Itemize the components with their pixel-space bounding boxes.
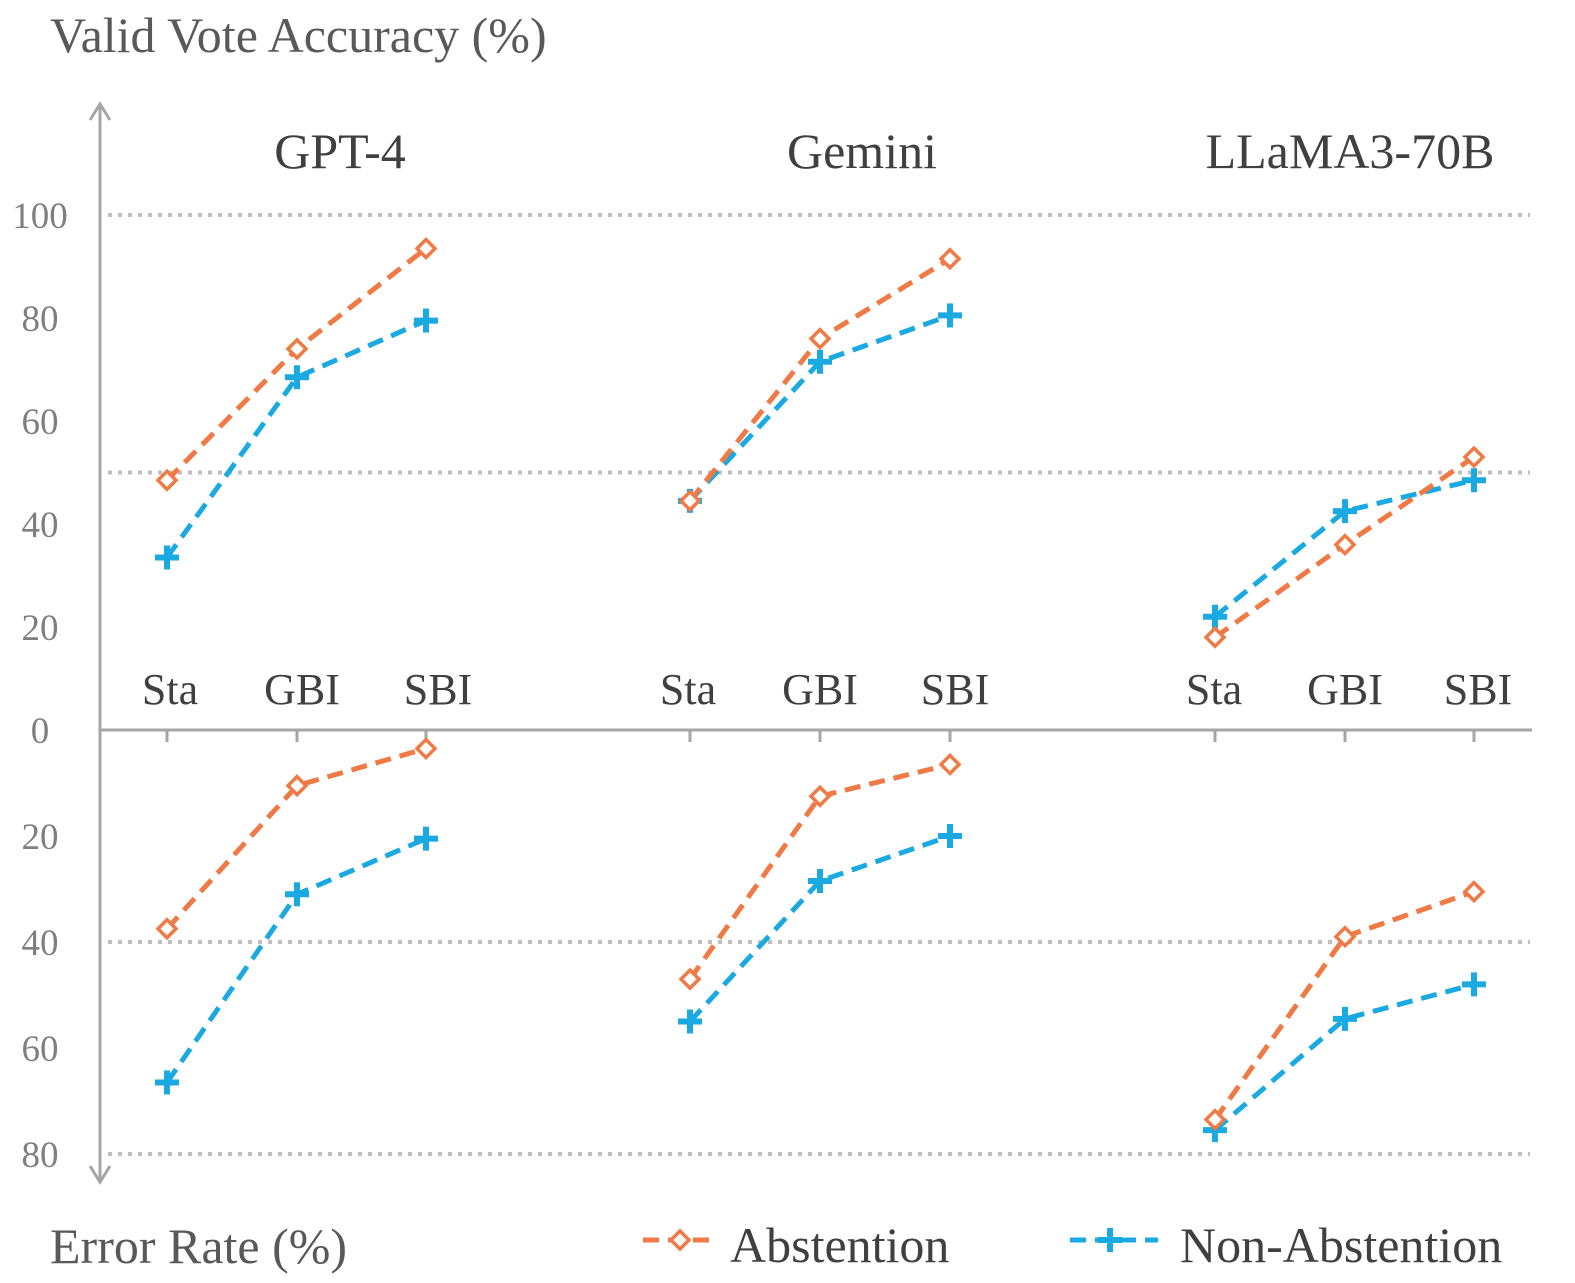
category-label: SBI xyxy=(921,665,989,714)
gemini-error-non-abstention-line xyxy=(688,833,951,1024)
gemini-accuracy-abstention-point xyxy=(808,327,832,351)
legend-marker-non-abstention xyxy=(1098,1228,1122,1252)
axes xyxy=(88,101,1532,1185)
gpt-4-error-non-abstention-point xyxy=(285,882,309,907)
gpt-4-accuracy-abstention-point xyxy=(155,468,179,492)
llama3-70b-error-non-abstention-point xyxy=(1462,972,1486,997)
y-tick-label-bottom: 40 xyxy=(22,923,59,964)
gemini-accuracy-non-abstention-point xyxy=(938,303,962,328)
gemini-error-non-abstention-point xyxy=(808,869,832,894)
y-tick-label-top: 100 xyxy=(12,196,68,237)
category-label: GBI xyxy=(264,665,340,714)
y-tick-label-top: 40 xyxy=(22,505,59,546)
series xyxy=(155,237,1486,1143)
llama3-70b-error-abstention-point xyxy=(1333,925,1357,949)
gemini-error-abstention-point xyxy=(678,967,702,991)
llama3-70b-accuracy-abstention-point xyxy=(1203,625,1227,649)
panel-title: LLaMA3-70B xyxy=(1206,123,1495,179)
llama3-70b-accuracy-non-abstention-point xyxy=(1333,499,1357,524)
y-tick-label-top: 20 xyxy=(22,608,59,649)
y-tick-label-bottom: 60 xyxy=(22,1029,59,1070)
titles: Valid Vote Accuracy (%) Error Rate (%) GPT… xyxy=(50,7,1512,1274)
tick-labels: 0 20 40 60 80 100 20 40 60 80 xyxy=(12,196,68,1176)
gemini-error-abstention-point xyxy=(938,752,962,776)
llama3-70b-accuracy-abstention-point xyxy=(1333,533,1357,557)
y-tick-label-top: 80 xyxy=(22,299,59,340)
gemini-error-non-abstention-point xyxy=(678,1009,702,1034)
y-axis-arrow-up xyxy=(88,101,112,121)
gemini-accuracy-non-abstention-point xyxy=(808,349,832,374)
gpt-4-accuracy-abstention-point xyxy=(285,337,309,361)
legend: Abstention Non-Abstention xyxy=(643,1217,1502,1273)
llama3-70b-error-abstention-point xyxy=(1462,880,1486,904)
gemini-error-abstention-line xyxy=(687,762,951,981)
gemini-error-abstention-point xyxy=(808,784,832,808)
gpt-4-accuracy-non-abstention-point xyxy=(414,308,438,333)
gpt-4-error-abstention-point xyxy=(285,774,309,798)
panel-title: GPT-4 xyxy=(274,123,406,179)
category-label: Sta xyxy=(142,665,198,714)
category-label: SBI xyxy=(404,665,472,714)
category-label: SBI xyxy=(1444,665,1512,714)
gpt-4-error-abstention-point xyxy=(155,917,179,941)
gemini-error-non-abstention-point xyxy=(938,824,962,848)
gridlines xyxy=(108,213,1530,1156)
category-label: Sta xyxy=(1186,665,1242,714)
gpt-4-error-non-abstention-line xyxy=(164,836,427,1084)
gpt-4-accuracy-non-abstention-point xyxy=(285,365,309,390)
gpt-4-accuracy-abstention-point xyxy=(414,237,438,260)
llama3-70b-error-abstention-line xyxy=(1212,889,1475,1121)
category-label: Sta xyxy=(660,665,716,714)
llama3-70b-error-non-abstention-line xyxy=(1213,981,1475,1133)
gemini-accuracy-abstention-point xyxy=(938,247,962,271)
llama3-70b-accuracy-non-abstention-line xyxy=(1213,477,1475,619)
gpt-4-accuracy-abstention-line xyxy=(165,246,428,482)
llama3-70b-accuracy-non-abstention-point xyxy=(1203,604,1227,629)
gpt-4-accuracy-non-abstention-point xyxy=(155,545,179,570)
legend-marker-abstention xyxy=(668,1228,692,1252)
legend-label-non-abstention: Non-Abstention xyxy=(1180,1217,1502,1273)
llama3-70b-accuracy-non-abstention-point xyxy=(1462,468,1486,493)
llama3-70b-accuracy-abstention-point xyxy=(1462,445,1486,469)
gpt-4-error-non-abstention-point xyxy=(155,1070,179,1095)
category-label: GBI xyxy=(1307,665,1383,714)
y-tick-label-bottom: 80 xyxy=(22,1135,59,1176)
y-tick-label-top: 0 xyxy=(31,711,50,752)
y-tick-label-bottom: 20 xyxy=(22,817,59,858)
gpt-4-error-abstention-line xyxy=(165,746,427,931)
gemini-accuracy-abstention-point xyxy=(678,489,702,513)
llama3-70b-error-non-abstention-point xyxy=(1333,1006,1357,1031)
gpt-4-error-non-abstention-point xyxy=(414,826,438,851)
y-tick-label-top: 60 xyxy=(22,402,59,443)
y-axis-title-bottom: Error Rate (%) xyxy=(50,1218,347,1274)
category-label: GBI xyxy=(782,665,858,714)
llama3-70b-error-abstention-point xyxy=(1203,1108,1227,1132)
legend-label-abstention: Abstention xyxy=(730,1217,949,1273)
panel-title: Gemini xyxy=(787,123,937,179)
gpt-4-error-abstention-point xyxy=(414,737,438,761)
gemini-accuracy-abstention-line xyxy=(688,256,952,503)
y-axis-title-top: Valid Vote Accuracy (%) xyxy=(50,7,547,63)
y-axis-arrow-down xyxy=(88,1165,112,1185)
